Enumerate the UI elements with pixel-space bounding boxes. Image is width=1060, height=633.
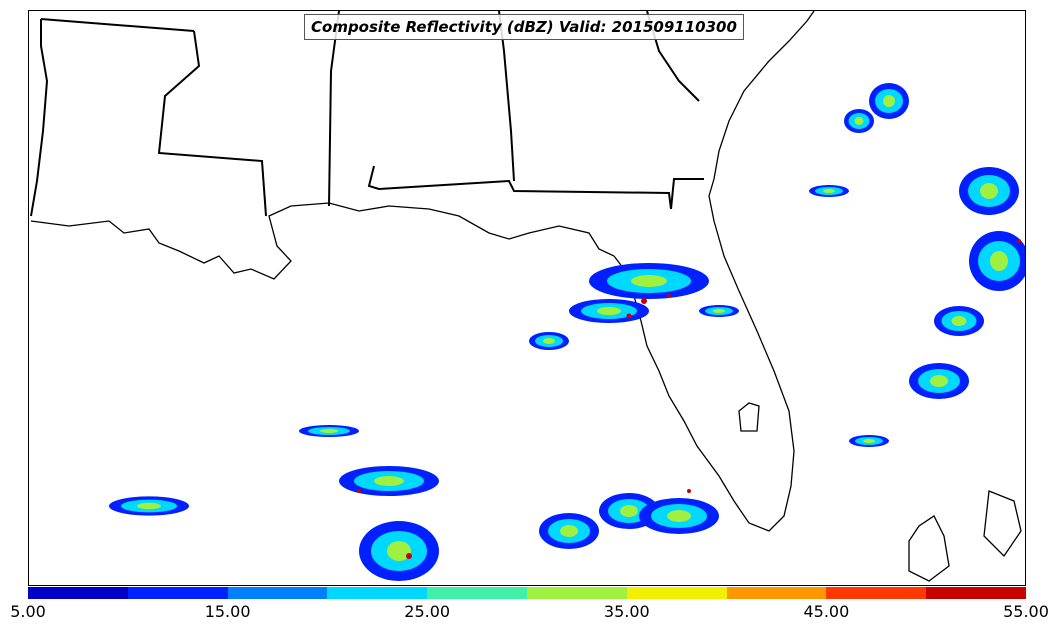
echo-hotspot bbox=[667, 294, 671, 298]
echo-hotspot bbox=[626, 313, 632, 319]
colorbar-swatch bbox=[726, 587, 827, 599]
atlantic-coast bbox=[713, 11, 815, 180]
coastlines bbox=[30, 11, 1022, 582]
colorbar-swatch bbox=[626, 587, 727, 599]
echo-hotspot bbox=[406, 553, 412, 559]
echo-hotspot bbox=[641, 298, 647, 304]
colorbar-swatch bbox=[427, 587, 527, 599]
colorbar-swatch bbox=[926, 587, 1026, 599]
bahamas-coast bbox=[983, 490, 1022, 558]
colorbar-tick-label: 25.00 bbox=[404, 602, 451, 621]
colorbar-labels: 5.00 15.00 25.00 35.00 45.00 55.00 bbox=[0, 602, 1060, 624]
reflectivity-map bbox=[30, 11, 1025, 582]
gulf-coast-louisiana bbox=[30, 202, 615, 280]
state-borders bbox=[30, 11, 704, 217]
colorbar-tick-label: 55.00 bbox=[1003, 602, 1049, 621]
colorbar-swatch bbox=[526, 587, 627, 599]
echo-hotspots bbox=[357, 239, 1021, 559]
colorbar-swatch bbox=[28, 587, 128, 599]
arkansas-louisiana-border bbox=[40, 18, 195, 32]
colorbar-swatch bbox=[127, 587, 228, 599]
colorbar-swatch bbox=[327, 587, 428, 599]
echo-hotspot bbox=[357, 489, 361, 493]
colorbar-tick-label: 5.00 bbox=[10, 602, 46, 621]
colorbar-tick-label: 35.00 bbox=[603, 602, 650, 621]
colorbar-swatch bbox=[227, 587, 328, 599]
colorbar-tick-label: 45.00 bbox=[803, 602, 850, 621]
cuba-coast bbox=[908, 515, 950, 582]
mississippi-alabama-border bbox=[328, 11, 340, 207]
georgia-florida-border bbox=[670, 178, 704, 210]
louisiana-mississippi-border bbox=[157, 30, 267, 217]
colorbar-tick-label: 15.00 bbox=[204, 602, 251, 621]
map-title: Composite Reflectivity (dBZ) Valid: 2015… bbox=[304, 14, 744, 40]
colorbar bbox=[28, 587, 1026, 599]
lake-okeechobee bbox=[738, 402, 760, 432]
texas-louisiana-border bbox=[30, 19, 49, 217]
map-panel bbox=[28, 10, 1026, 586]
radar-echoes bbox=[109, 83, 1025, 581]
echo-hotspot bbox=[687, 489, 691, 493]
colorbar-swatch bbox=[826, 587, 927, 599]
alabama-florida-border bbox=[367, 165, 672, 210]
florida-coast bbox=[613, 178, 795, 532]
echo-hotspot bbox=[1017, 239, 1021, 243]
